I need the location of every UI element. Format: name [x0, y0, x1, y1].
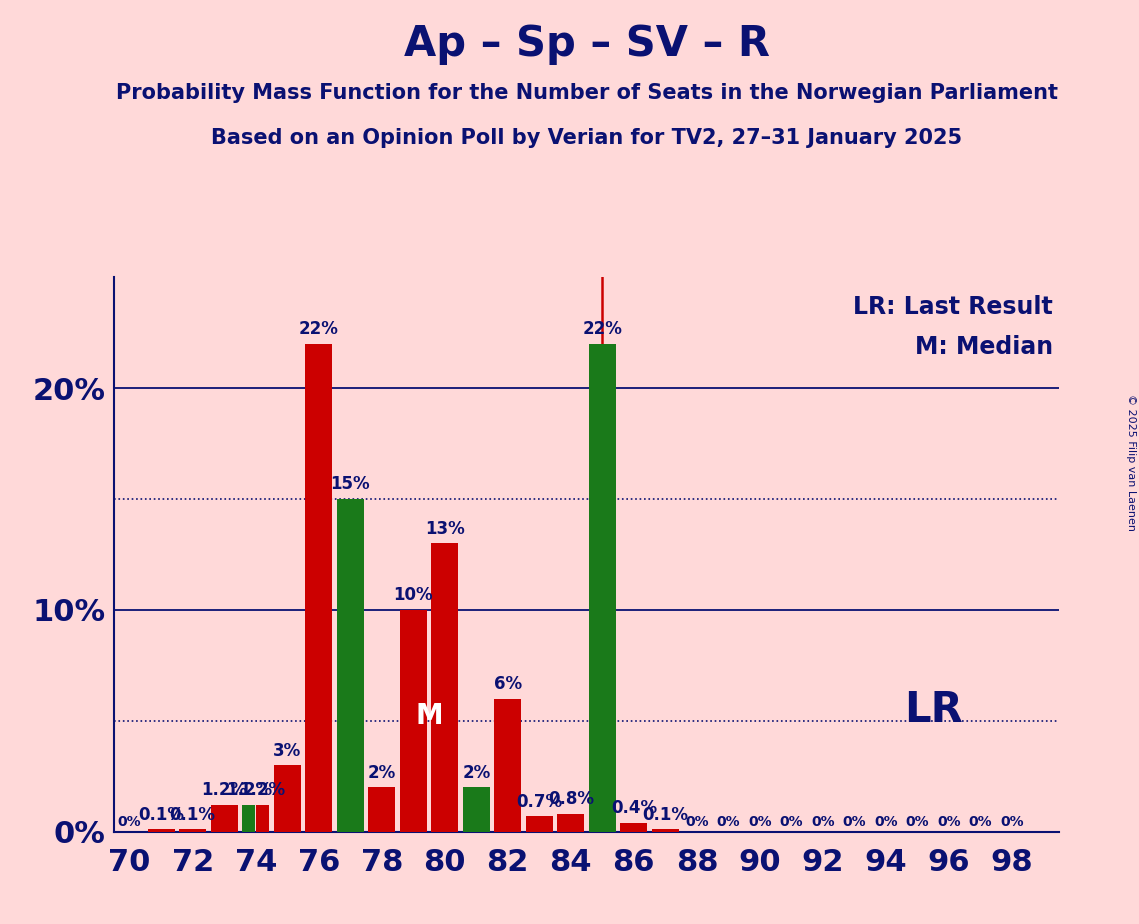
Text: Ap – Sp – SV – R: Ap – Sp – SV – R: [403, 23, 770, 65]
Bar: [494, 699, 522, 832]
Text: 0.7%: 0.7%: [516, 793, 563, 810]
Text: 0%: 0%: [748, 815, 772, 829]
Text: 0%: 0%: [716, 815, 740, 829]
Text: 0%: 0%: [906, 815, 929, 829]
Text: 1.2%: 1.2%: [202, 782, 247, 799]
Text: 0%: 0%: [811, 815, 835, 829]
Text: 0%: 0%: [968, 815, 992, 829]
Text: LR: LR: [904, 688, 962, 731]
Bar: [462, 787, 490, 832]
Bar: [526, 816, 552, 832]
Bar: [400, 610, 427, 832]
Text: 22%: 22%: [582, 321, 622, 338]
Text: 0%: 0%: [779, 815, 803, 829]
Text: 6%: 6%: [493, 675, 522, 693]
Bar: [368, 787, 395, 832]
Bar: [179, 830, 206, 832]
Bar: [652, 830, 679, 832]
Text: 22%: 22%: [298, 321, 338, 338]
Bar: [256, 805, 269, 832]
Text: 13%: 13%: [425, 520, 465, 538]
Text: 2%: 2%: [462, 764, 491, 782]
Text: 1.2%: 1.2%: [226, 782, 272, 799]
Text: 0.1%: 0.1%: [170, 806, 215, 824]
Bar: [273, 765, 301, 832]
Bar: [337, 499, 363, 832]
Text: 2%: 2%: [368, 764, 396, 782]
Text: 0%: 0%: [937, 815, 961, 829]
Bar: [589, 344, 616, 832]
Bar: [243, 805, 255, 832]
Text: © 2025 Filip van Laenen: © 2025 Filip van Laenen: [1126, 394, 1136, 530]
Bar: [621, 822, 647, 832]
Bar: [305, 344, 333, 832]
Text: 1.2%: 1.2%: [239, 782, 286, 799]
Text: Probability Mass Function for the Number of Seats in the Norwegian Parliament: Probability Mass Function for the Number…: [115, 83, 1058, 103]
Text: 0.1%: 0.1%: [138, 806, 185, 824]
Text: 0.4%: 0.4%: [611, 799, 657, 817]
Bar: [432, 543, 458, 832]
Bar: [211, 805, 238, 832]
Text: M: Median: M: Median: [915, 334, 1052, 359]
Text: 0%: 0%: [874, 815, 898, 829]
Text: 3%: 3%: [273, 742, 302, 760]
Bar: [557, 814, 584, 832]
Text: 0%: 0%: [843, 815, 867, 829]
Text: 0%: 0%: [685, 815, 708, 829]
Text: 0.1%: 0.1%: [642, 806, 688, 824]
Text: 15%: 15%: [330, 476, 370, 493]
Text: M: M: [416, 702, 443, 730]
Text: 10%: 10%: [393, 587, 433, 604]
Text: 0%: 0%: [1000, 815, 1024, 829]
Text: 0.8%: 0.8%: [548, 790, 593, 808]
Text: LR: Last Result: LR: Last Result: [853, 295, 1052, 319]
Text: Based on an Opinion Poll by Verian for TV2, 27–31 January 2025: Based on an Opinion Poll by Verian for T…: [211, 128, 962, 148]
Text: 0%: 0%: [117, 815, 141, 829]
Bar: [148, 830, 174, 832]
